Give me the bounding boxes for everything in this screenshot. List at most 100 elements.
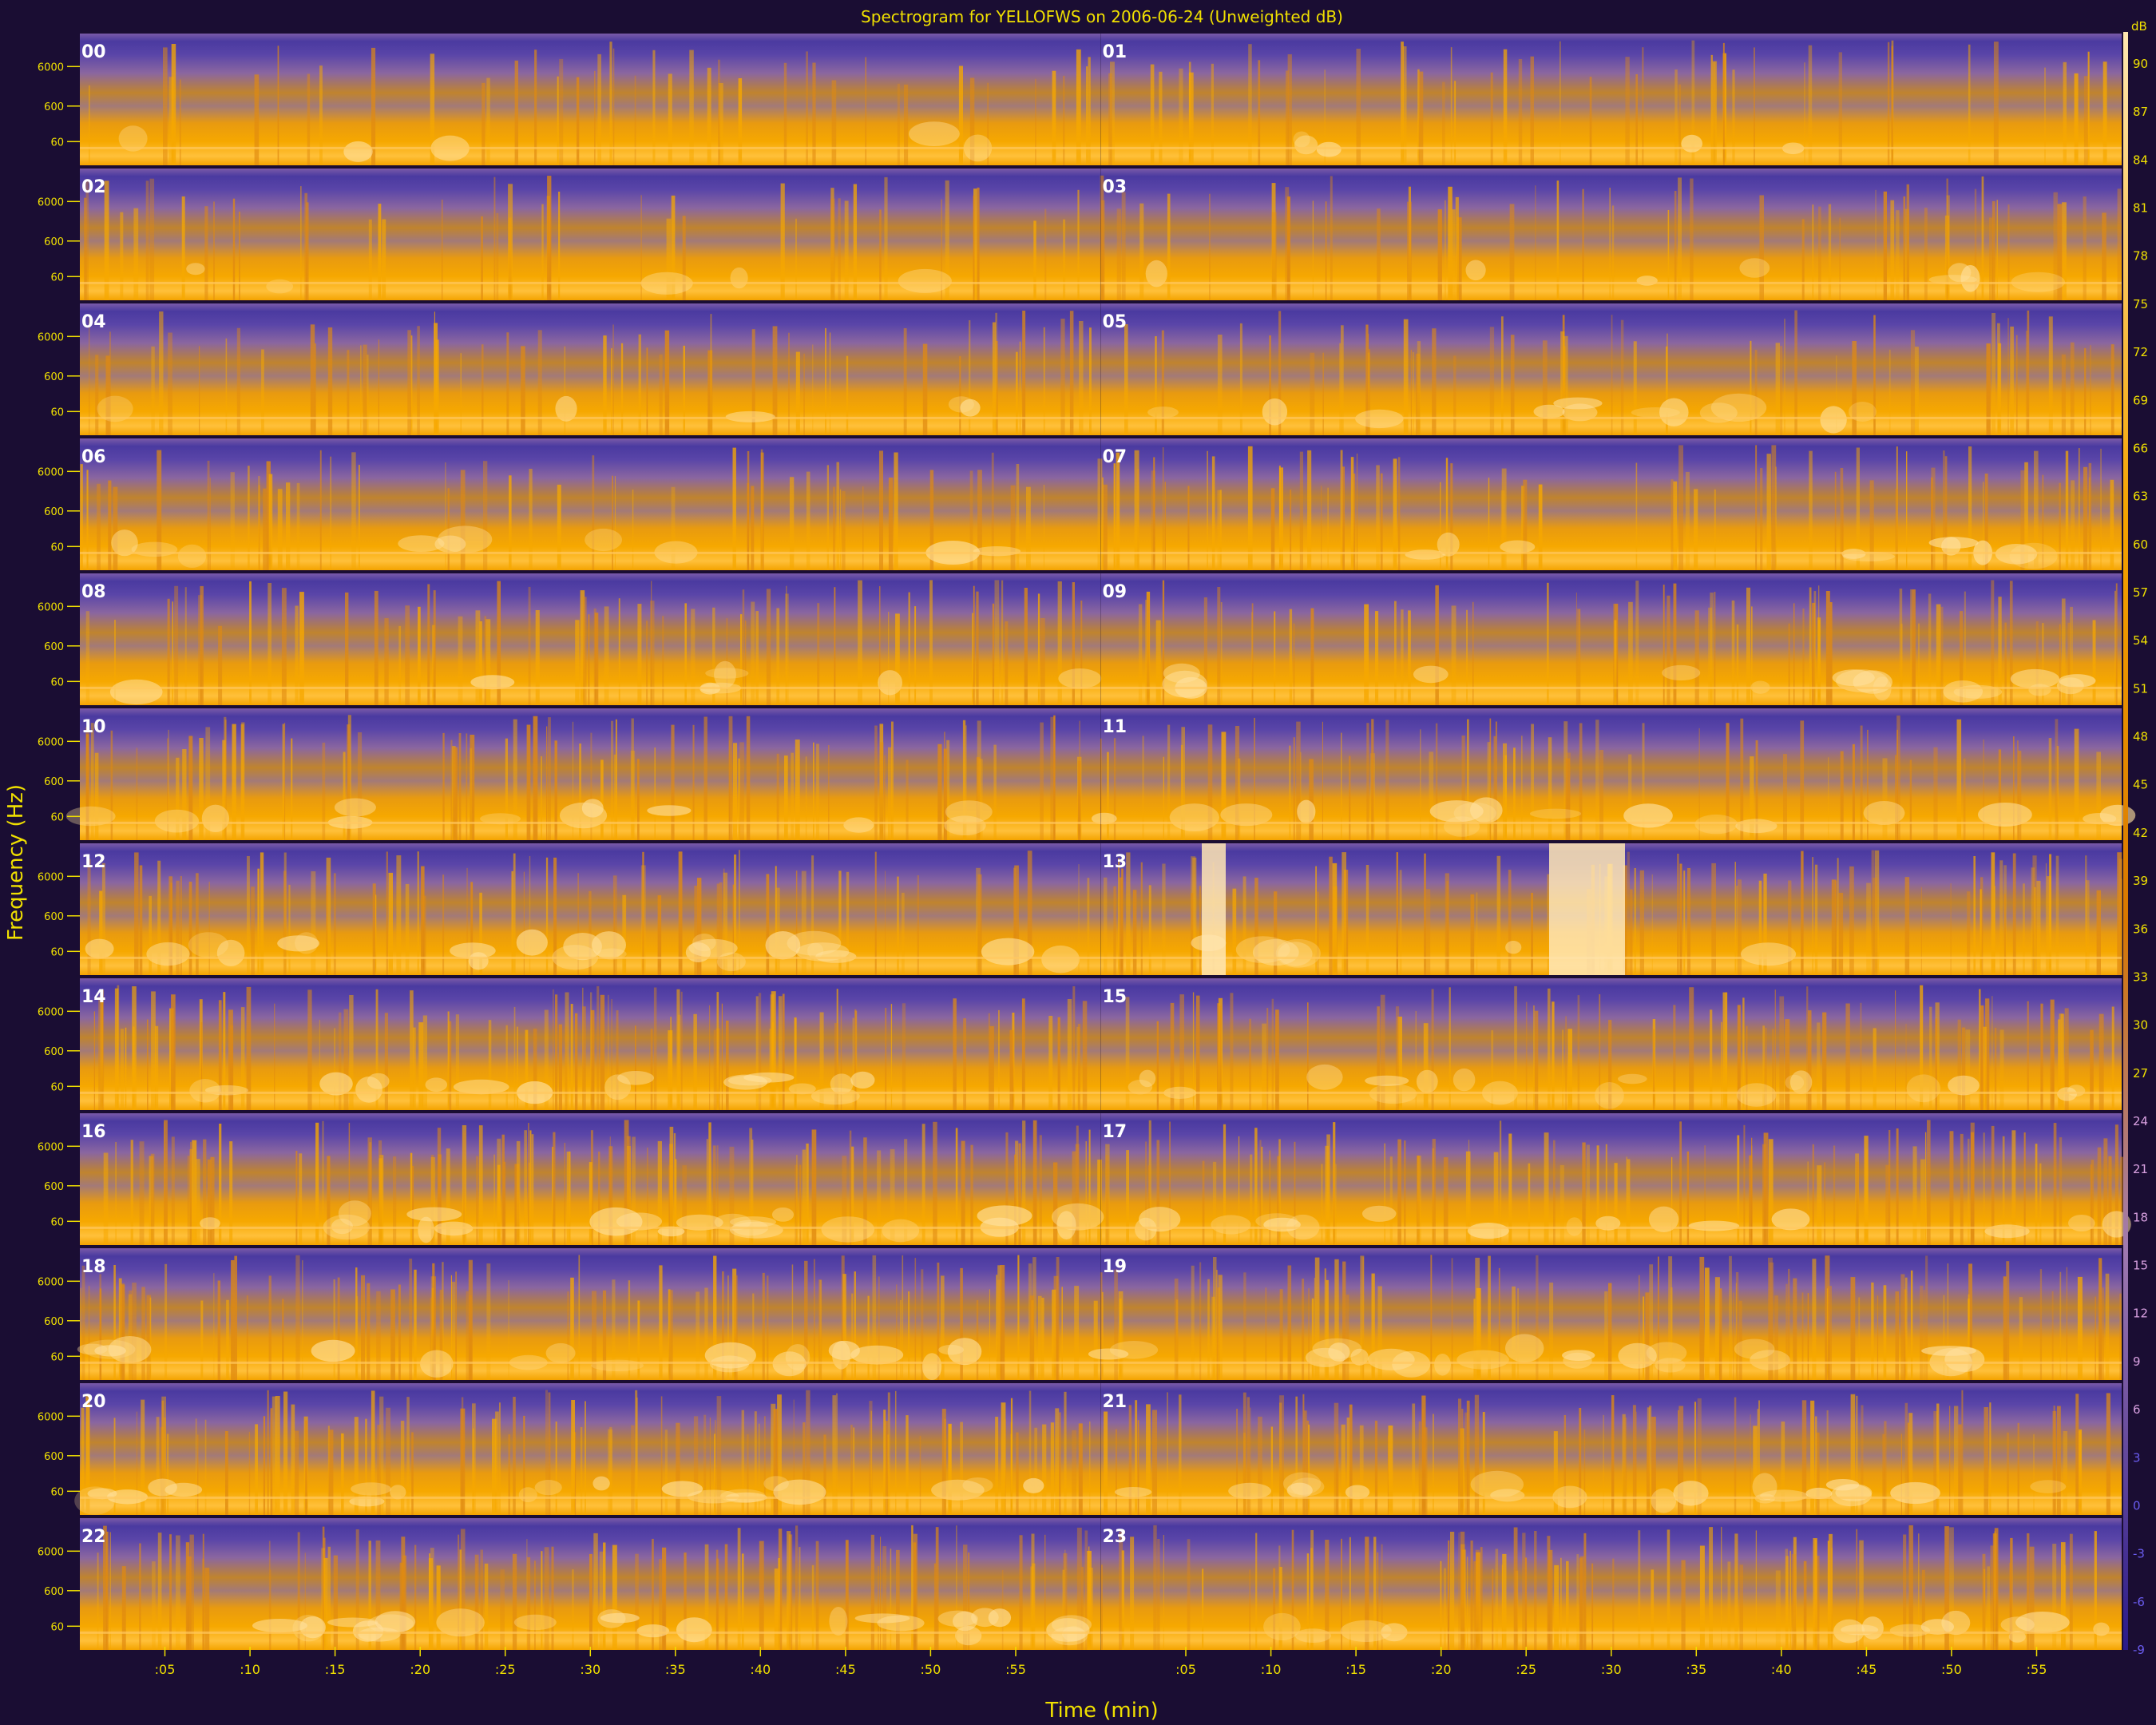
spectral-streak (85, 611, 90, 705)
spectral-streak (493, 176, 496, 300)
spectral-streak (1130, 1537, 1135, 1650)
spectral-streak (1960, 1133, 1964, 1245)
y-tick-label: 60 (50, 1081, 64, 1093)
spectral-streak (1826, 1288, 1829, 1380)
spectral-streak (554, 740, 557, 840)
spectral-streak (1984, 1407, 1989, 1515)
spectral-streak (1845, 1003, 1850, 1110)
spectral-streak (1829, 602, 1833, 705)
spectral-streak (963, 1018, 966, 1110)
spectral-streak (662, 616, 664, 705)
spectral-streak (1709, 1527, 1713, 1650)
spectral-streak (1019, 1535, 1023, 1650)
spectral-streak (846, 871, 850, 975)
spectral-streak (430, 1157, 436, 1245)
spectral-streak (1763, 1132, 1769, 1245)
spectral-streak (567, 1291, 569, 1380)
spectral-streak (1754, 47, 1755, 166)
bright-blob (97, 395, 133, 422)
spectral-streak (228, 1009, 233, 1110)
spectral-streak (1493, 736, 1496, 840)
spectral-streak (1077, 760, 1081, 840)
spectral-streak (1509, 204, 1515, 300)
spectral-streak (879, 586, 881, 705)
spectral-streak (1801, 1400, 1807, 1515)
spectral-streak (744, 621, 747, 705)
spectral-streak (795, 1525, 799, 1650)
spectral-streak (651, 581, 652, 705)
spectral-streak (1860, 725, 1863, 840)
bright-blob (1041, 945, 1080, 974)
spectral-streak (545, 1390, 548, 1515)
spectral-streak (666, 218, 672, 300)
spectral-streak (1651, 1417, 1656, 1515)
spectral-streak (714, 1434, 715, 1515)
spectral-streak (1232, 888, 1237, 975)
spectral-streak (1750, 340, 1752, 435)
spectral-streak (676, 989, 680, 1110)
spectral-streak (1699, 1545, 1705, 1650)
spectral-streak (1377, 1006, 1380, 1110)
spectral-streak (1642, 723, 1645, 840)
y-tick-label: 60 (50, 676, 64, 688)
spectral-streak (579, 744, 581, 840)
spectral-streak (1833, 1145, 1836, 1245)
spectral-streak (1101, 1564, 1103, 1650)
spectral-streak (1164, 482, 1166, 570)
spectral-streak (2044, 67, 2046, 165)
spectral-streak (361, 1275, 365, 1380)
spectral-streak (599, 1551, 604, 1650)
spectral-streak (1931, 467, 1936, 570)
spectral-streak (960, 1267, 963, 1380)
spectral-streak (1435, 723, 1438, 840)
spectral-streak (1365, 865, 1369, 975)
colorbar-tick-label: 72 (2133, 345, 2148, 359)
spectral-streak (1274, 611, 1276, 705)
spectral-streak (1603, 1414, 1604, 1515)
spectral-streak (1420, 729, 1421, 840)
spectral-streak (1954, 1406, 1959, 1515)
spectral-streak (2027, 1001, 2029, 1110)
spectral-streak (1678, 84, 1681, 165)
spectral-streak (1531, 893, 1533, 975)
spectral-streak (354, 1417, 359, 1515)
spectral-streak (1749, 1155, 1753, 1245)
spectral-streak (1322, 352, 1324, 435)
spectral-streak (1864, 1136, 1869, 1245)
spectral-streak (1369, 349, 1370, 435)
spectral-streak (1474, 1394, 1480, 1515)
bright-blob (720, 1489, 766, 1504)
spectral-streak (427, 584, 430, 705)
spectral-streak (1575, 593, 1577, 705)
colorbar-tick-label: 30 (2133, 1018, 2148, 1033)
spectral-streak (1521, 486, 1525, 570)
spectral-streak (1125, 997, 1130, 1110)
bright-blob (1286, 1482, 1313, 1498)
spectral-streak (1912, 589, 1916, 705)
spectral-streak (163, 47, 168, 166)
spectral-streak (1153, 457, 1155, 570)
spectral-streak (217, 1280, 220, 1380)
spectral-streak (1826, 1410, 1829, 1515)
bright-blob (2030, 1480, 2067, 1493)
bright-blob (882, 1219, 920, 1243)
spectral-streak (746, 716, 751, 840)
spectral-streak (1247, 446, 1253, 570)
spectral-streak (2034, 450, 2039, 570)
spectral-streak (133, 1026, 135, 1110)
spectral-streak (307, 989, 312, 1110)
spectral-streak (1063, 1552, 1068, 1650)
bright-blob (981, 938, 1035, 966)
spectral-streak (1989, 1402, 1992, 1515)
bright-blob (1434, 1354, 1451, 1376)
spectral-streak (525, 1029, 529, 1110)
spectral-streak (151, 346, 155, 435)
spectral-streak (1432, 1139, 1436, 1245)
spectral-streak (187, 1156, 192, 1245)
spectral-streak (315, 1122, 319, 1245)
bright-blob (1252, 938, 1299, 966)
spectral-streak (277, 489, 283, 570)
